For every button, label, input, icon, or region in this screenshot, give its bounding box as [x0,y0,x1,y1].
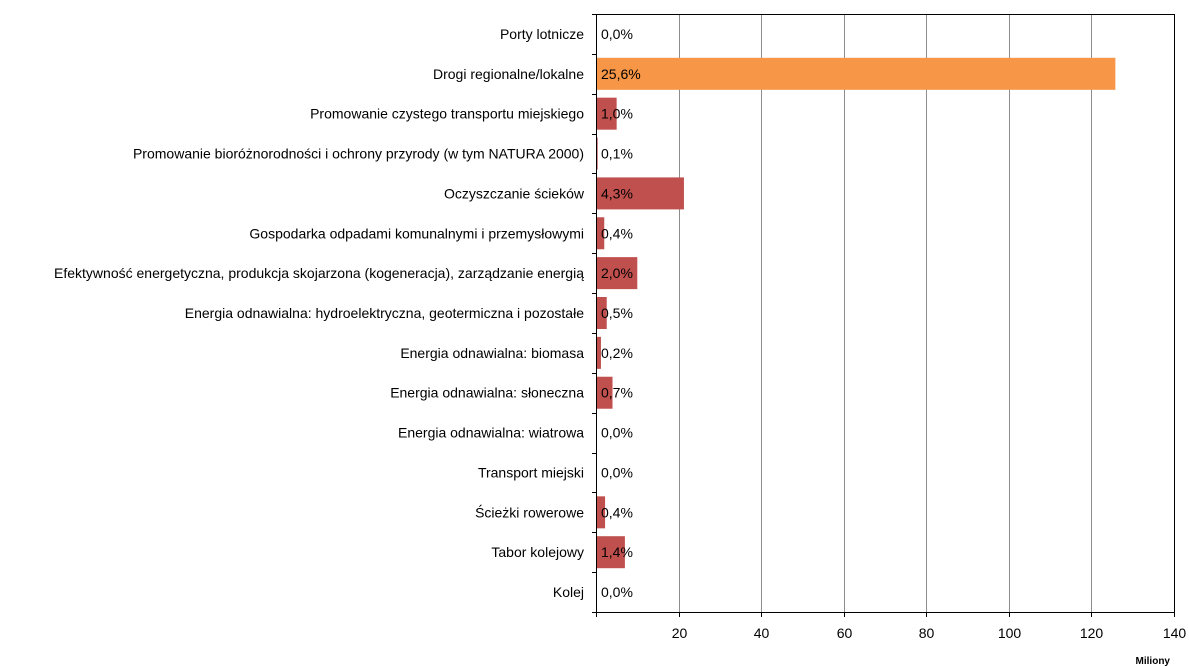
bar [596,536,625,569]
x-tick-label: 60 [837,625,853,641]
category-label: Kolej [553,584,584,600]
x-tick-label: 20 [672,625,688,641]
labels: 20 40 60 80 100 120 140 0,0% 25,6% 1,0% 0,1% 4,3% 0,… [54,26,1186,641]
data-label: 0,4% [601,504,633,520]
bar [596,217,605,250]
category-label: Energia odnawialna: słoneczna [390,385,584,401]
category-label: Oczyszczanie ścieków [444,185,585,201]
grid-lines [679,14,1092,612]
data-label: 0,2% [601,345,633,361]
category-label: Porty lotnicze [500,26,584,42]
category-label: Ścieżki rowerowe [475,503,584,520]
bar [596,336,601,369]
category-label: Promowanie czystego transportu miejskieg… [310,106,584,122]
category-label: Energia odnawialna: biomasa [400,345,584,361]
category-label: Efektywność energetyczna, produkcja skoj… [54,265,584,281]
category-label: Energia odnawialna: hydroelektryczna, ge… [185,305,584,321]
data-label: 0,1% [601,146,633,162]
x-tick-label: 120 [1080,625,1104,641]
category-label: Energia odnawialna: wiatrowa [398,425,584,441]
category-label: Gospodarka odpadami komunalnymi i przemy… [249,225,584,241]
data-label: 0,5% [601,305,633,321]
x-tick-label: 40 [754,625,770,641]
data-label: 2,0% [601,265,633,281]
x-tick-label: 80 [919,625,935,641]
category-label: Tabor kolejowy [491,544,584,560]
data-label: 1,4% [601,544,633,560]
data-label: 25,6% [601,66,641,82]
axes [592,14,1175,617]
category-label: Drogi regionalne/lokalne [433,66,584,82]
category-label: Transport miejski [478,464,584,480]
bar [596,376,613,409]
data-label: 4,3% [601,185,633,201]
data-label: 0,0% [601,26,633,42]
data-label: 1,0% [601,106,633,122]
x-unit-label: Miliony [1136,656,1171,666]
category-label: Promowanie bioróżnorodności i ochrony pr… [133,146,584,162]
bar [596,97,617,130]
bar [596,496,606,529]
bars [596,57,1116,569]
x-tick-label: 140 [1163,625,1187,641]
bar [596,297,607,329]
data-label: 0,7% [601,385,633,401]
data-label: 0,4% [601,225,633,241]
data-label: 0,0% [601,584,633,600]
data-label: 0,0% [601,464,633,480]
x-tick-label: 100 [998,625,1022,641]
data-label: 0,0% [601,425,633,441]
bar [596,257,638,290]
bar [596,177,684,210]
bar [596,57,1116,90]
